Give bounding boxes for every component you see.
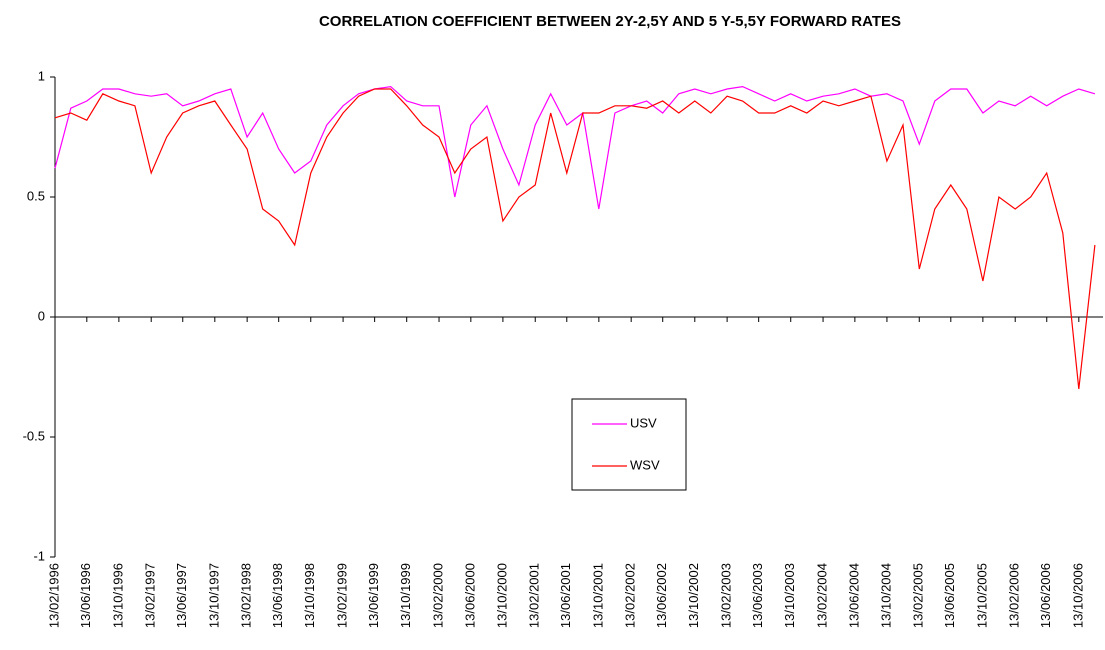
x-tick-label: 13/10/1999 — [398, 563, 413, 628]
x-tick-label: 13/06/2004 — [846, 563, 861, 628]
x-tick-label: 13/10/2001 — [590, 563, 605, 628]
x-tick-label: 13/06/2001 — [558, 563, 573, 628]
x-tick-label: 13/10/2003 — [782, 563, 797, 628]
x-tick-label: 13/02/2002 — [623, 563, 638, 628]
x-tick-label: 13/02/2003 — [719, 563, 734, 628]
y-tick-label: 0 — [38, 308, 45, 323]
x-tick-label: 13/06/2005 — [942, 563, 957, 628]
x-tick-label: 13/06/2003 — [750, 563, 765, 628]
x-tick-label: 13/02/2001 — [527, 563, 542, 628]
x-tick-label: 13/10/2004 — [878, 563, 893, 628]
x-tick-label: 13/06/2000 — [462, 563, 477, 628]
x-tick-label: 13/02/1998 — [239, 563, 254, 628]
x-tick-label: 13/02/2005 — [911, 563, 926, 628]
x-tick-label: 13/06/2002 — [654, 563, 669, 628]
series-line — [54, 85, 1096, 210]
x-tick-label: 13/06/1998 — [270, 563, 285, 628]
x-tick-label: 13/10/1997 — [206, 563, 221, 628]
x-tick-label: 13/10/2005 — [974, 563, 989, 628]
x-tick-label: 13/02/1997 — [143, 563, 158, 628]
x-tick-label: 13/02/1999 — [335, 563, 350, 628]
x-tick-label: 13/06/1999 — [366, 563, 381, 628]
x-tick-label: 13/06/1996 — [78, 563, 93, 628]
x-tick-label: 13/06/1997 — [174, 563, 189, 628]
y-tick-label: 0.5 — [27, 188, 45, 203]
x-tick-label: 13/06/2006 — [1038, 563, 1053, 628]
x-tick-label: 13/10/1996 — [110, 563, 125, 628]
x-tick-label: 13/02/2000 — [430, 563, 445, 628]
legend-label: USV — [630, 415, 657, 430]
x-tick-label: 13/10/2006 — [1070, 563, 1085, 628]
x-tick-label: 13/02/2004 — [814, 563, 829, 628]
y-tick-label: -0.5 — [23, 428, 45, 443]
x-tick-label: 13/10/2000 — [494, 563, 509, 628]
series-line — [54, 88, 1096, 390]
x-tick-label: 13/02/1996 — [46, 563, 61, 628]
y-tick-label: -1 — [33, 548, 45, 563]
x-tick-label: 13/10/2002 — [686, 563, 701, 628]
legend-box — [571, 398, 687, 491]
chart-title: CORRELATION COEFFICIENT BETWEEN 2Y-2,5Y … — [319, 13, 901, 30]
legend-label: WSV — [630, 457, 660, 472]
x-tick-label: 13/02/2006 — [1007, 563, 1022, 628]
y-tick-label: 1 — [38, 68, 45, 83]
x-tick-label: 13/10/1998 — [302, 563, 317, 628]
legend: USV WSV — [571, 398, 687, 491]
